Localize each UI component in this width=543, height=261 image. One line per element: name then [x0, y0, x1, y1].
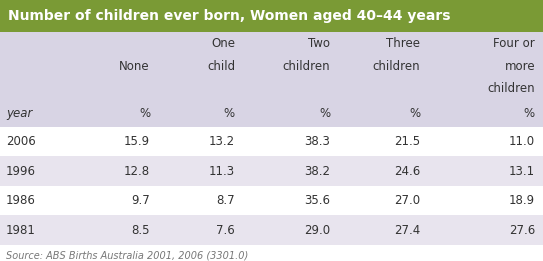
- Bar: [0, 127, 543, 157]
- Bar: [0, 100, 543, 127]
- Text: 2006: 2006: [6, 135, 36, 148]
- Text: children: children: [282, 60, 330, 73]
- Text: 21.5: 21.5: [394, 135, 420, 148]
- Text: child: child: [207, 60, 235, 73]
- Text: %: %: [139, 107, 150, 120]
- Text: Number of children ever born, Women aged 40–44 years: Number of children ever born, Women aged…: [8, 9, 451, 23]
- Text: 13.1: 13.1: [509, 165, 535, 178]
- Text: 15.9: 15.9: [124, 135, 150, 148]
- Bar: [0, 32, 543, 100]
- Text: 11.0: 11.0: [509, 135, 535, 148]
- Text: 7.6: 7.6: [216, 224, 235, 237]
- Bar: [0, 216, 543, 245]
- Text: %: %: [524, 107, 535, 120]
- Text: children: children: [488, 82, 535, 95]
- Text: 1981: 1981: [6, 224, 36, 237]
- Text: None: None: [119, 60, 150, 73]
- Text: 12.8: 12.8: [124, 165, 150, 178]
- Bar: [0, 32, 543, 245]
- Text: 8.7: 8.7: [216, 194, 235, 207]
- Text: One: One: [211, 37, 235, 50]
- Text: 9.7: 9.7: [131, 194, 150, 207]
- Text: 27.4: 27.4: [394, 224, 420, 237]
- Bar: [0, 186, 543, 216]
- Text: Three: Three: [386, 37, 420, 50]
- Text: 35.6: 35.6: [304, 194, 330, 207]
- Text: 8.5: 8.5: [131, 224, 150, 237]
- Text: 38.3: 38.3: [304, 135, 330, 148]
- Text: 11.3: 11.3: [209, 165, 235, 178]
- Text: %: %: [409, 107, 420, 120]
- Bar: [0, 157, 543, 186]
- Text: 29.0: 29.0: [304, 224, 330, 237]
- Text: 13.2: 13.2: [209, 135, 235, 148]
- Text: %: %: [224, 107, 235, 120]
- Text: 27.0: 27.0: [394, 194, 420, 207]
- Text: Two: Two: [308, 37, 330, 50]
- Text: Four or: Four or: [493, 37, 535, 50]
- Text: 27.6: 27.6: [509, 224, 535, 237]
- Text: children: children: [372, 60, 420, 73]
- Text: 38.2: 38.2: [304, 165, 330, 178]
- Text: 18.9: 18.9: [509, 194, 535, 207]
- Text: 1996: 1996: [6, 165, 36, 178]
- Text: more: more: [504, 60, 535, 73]
- Text: year: year: [6, 107, 33, 120]
- Text: %: %: [319, 107, 330, 120]
- Text: Source: ABS Births Australia 2001, 2006 (3301.0): Source: ABS Births Australia 2001, 2006 …: [6, 250, 248, 260]
- Bar: [0, 0, 543, 32]
- Text: 24.6: 24.6: [394, 165, 420, 178]
- Text: 1986: 1986: [6, 194, 36, 207]
